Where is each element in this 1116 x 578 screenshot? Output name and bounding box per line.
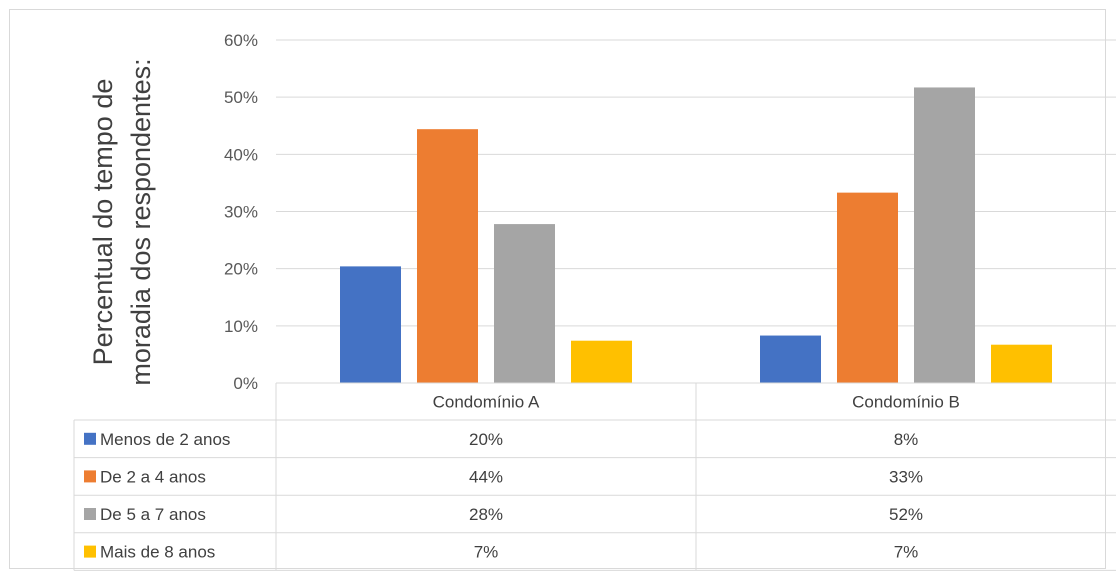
y-tick-label: 50% xyxy=(224,88,258,107)
legend-label: Menos de 2 anos xyxy=(100,430,230,449)
legend-label: De 5 a 7 anos xyxy=(100,505,206,524)
y-tick-label: 30% xyxy=(224,203,258,222)
legend-label: Mais de 8 anos xyxy=(100,543,215,562)
y-axis-title: moradia dos respondentes: xyxy=(126,58,156,385)
y-tick-label: 10% xyxy=(224,317,258,336)
data-label: 20% xyxy=(469,430,503,449)
bar xyxy=(991,344,1052,383)
legend-swatch xyxy=(84,470,96,483)
category-label: Condomínio A xyxy=(433,393,540,412)
bar xyxy=(417,129,478,383)
y-tick-label: 0% xyxy=(233,374,258,393)
bar xyxy=(760,335,821,383)
bar xyxy=(494,224,555,383)
category-label: Condomínio B xyxy=(852,393,960,412)
legend-label: De 2 a 4 anos xyxy=(100,467,206,486)
data-label: 52% xyxy=(889,505,923,524)
legend-swatch xyxy=(84,508,96,520)
data-label: 7% xyxy=(894,543,919,562)
bar xyxy=(571,340,632,383)
legend-swatch xyxy=(84,432,96,445)
y-axis-title: Percentual do tempo de xyxy=(88,79,118,366)
bar xyxy=(340,266,401,383)
data-label: 7% xyxy=(474,543,499,562)
data-label: 33% xyxy=(889,467,923,486)
legend-swatch xyxy=(84,545,96,558)
data-label: 28% xyxy=(469,505,503,524)
y-tick-label: 60% xyxy=(224,31,258,50)
y-tick-label: 20% xyxy=(224,260,258,279)
data-label: 8% xyxy=(894,430,919,449)
y-tick-label: 40% xyxy=(224,145,258,164)
bar xyxy=(837,192,898,383)
data-label: 44% xyxy=(469,467,503,486)
bar xyxy=(914,87,975,383)
